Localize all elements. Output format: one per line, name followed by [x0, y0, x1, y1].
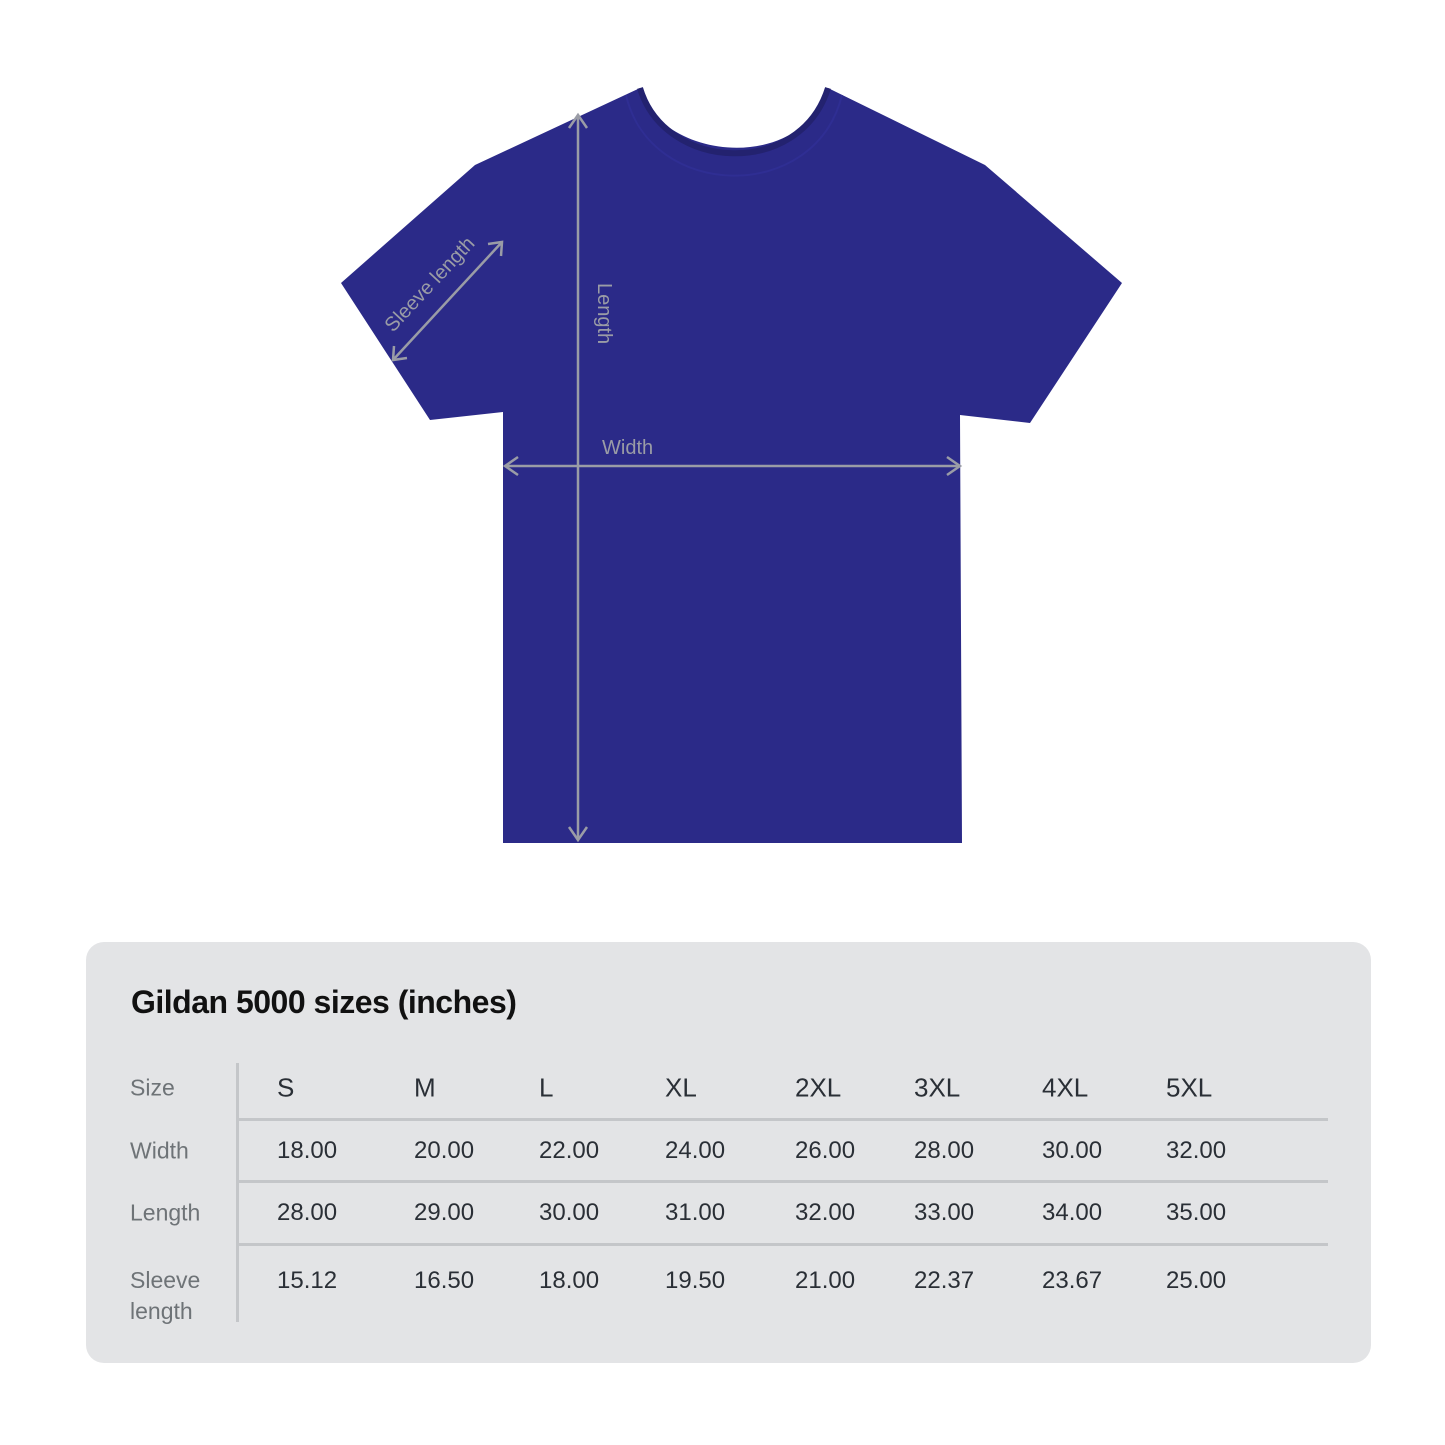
table-cell: 34.00 — [1042, 1199, 1103, 1226]
size-header: L — [539, 1072, 554, 1103]
sleeve-arrow-top — [487, 240, 504, 257]
size-header: XL — [665, 1072, 697, 1103]
table-cell: 26.00 — [795, 1137, 856, 1164]
size-header: S — [277, 1072, 295, 1103]
width-label: Width — [602, 437, 653, 459]
row-divider — [237, 1243, 1328, 1246]
row-label: Size — [130, 1074, 175, 1101]
size-header: 2XL — [795, 1072, 842, 1103]
table-cell: 32.00 — [795, 1199, 856, 1226]
size-header: 5XL — [1166, 1072, 1213, 1103]
width-arrow-left — [502, 455, 519, 477]
table-cell: 22.00 — [539, 1137, 600, 1164]
column-divider — [236, 1063, 239, 1322]
collar — [637, 87, 831, 157]
tshirt-diagram: Sleeve length Length Width — [341, 87, 1122, 843]
table-cell: 21.00 — [795, 1267, 856, 1294]
size-header: M — [414, 1072, 436, 1103]
row-label: Sleeve length — [130, 1267, 201, 1324]
table-cell: 29.00 — [414, 1199, 475, 1226]
sleeve-arrow-bottom — [391, 345, 408, 362]
table-cell: 20.00 — [414, 1137, 475, 1164]
table-cell: 32.00 — [1166, 1137, 1227, 1164]
table-cell: 30.00 — [1042, 1137, 1103, 1164]
length-arrow-bottom — [567, 826, 589, 843]
length-arrow-top — [567, 112, 589, 129]
table-cell: 30.00 — [539, 1199, 600, 1226]
table-cell: 23.67 — [1042, 1267, 1103, 1294]
size-header: 4XL — [1042, 1072, 1089, 1103]
size-table-panel: Gildan 5000 sizes (inches) Size Width Leng… — [86, 942, 1371, 1363]
table-cell: 18.00 — [277, 1137, 338, 1164]
row-label: Length — [130, 1199, 201, 1226]
table-cell: 25.00 — [1166, 1267, 1227, 1294]
row-divider — [237, 1180, 1328, 1183]
table-cell: 31.00 — [665, 1199, 726, 1226]
table-cell: 18.00 — [539, 1267, 600, 1294]
sleeve-line — [392, 241, 503, 361]
table-cell: 19.50 — [665, 1267, 726, 1294]
size-table-title: Gildan 5000 sizes (inches) — [131, 984, 517, 1020]
table-cell: 16.50 — [414, 1267, 475, 1294]
table-cell: 35.00 — [1166, 1199, 1227, 1226]
row-label: Width — [130, 1137, 189, 1164]
width-arrow-right — [946, 455, 963, 477]
collar-stitch — [625, 94, 843, 177]
table-cell: 28.00 — [914, 1137, 975, 1164]
table-cell: 24.00 — [665, 1137, 726, 1164]
length-label: Length — [593, 283, 615, 344]
table-cell: 15.12 — [277, 1267, 338, 1294]
table-cell: 22.37 — [914, 1267, 975, 1294]
table-cell: 28.00 — [277, 1199, 338, 1226]
size-header: 3XL — [914, 1072, 961, 1103]
table-cell: 33.00 — [914, 1199, 975, 1226]
row-divider — [237, 1118, 1328, 1121]
